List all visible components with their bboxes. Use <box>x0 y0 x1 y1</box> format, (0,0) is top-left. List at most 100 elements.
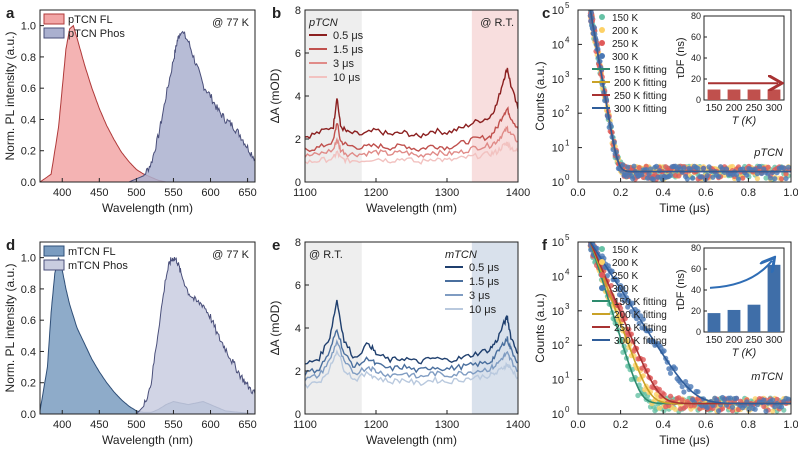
sample-label: mTCN <box>751 371 783 383</box>
x-tick-label: 450 <box>90 419 108 431</box>
inset-chart: 150 200 250 300 0 20 40 60 80 T (K) τDF (ns) <box>675 243 785 359</box>
inset-y-tick-label: 60 <box>691 32 701 42</box>
legend-label: 300 K fitting <box>614 336 667 347</box>
y-tick-label: 10 <box>552 409 564 421</box>
x-tick-label: 0.8 <box>741 187 756 199</box>
data-point <box>636 320 642 326</box>
x-tick-label: 0.6 <box>698 187 713 199</box>
series-line <box>305 106 518 153</box>
inset-y-tick-label: 20 <box>691 306 701 316</box>
data-point <box>785 164 791 170</box>
series-area <box>136 257 255 414</box>
x-tick-label: 0.2 <box>613 187 628 199</box>
y-tick-label: 10 <box>552 39 564 51</box>
data-point <box>752 406 758 412</box>
data-point <box>653 163 660 169</box>
y-axis-label: ΔA (mOD) <box>268 301 282 356</box>
shaded-region <box>305 242 362 414</box>
inset-y-tick-label: 40 <box>691 285 701 295</box>
x-tick-label: 450 <box>90 187 108 199</box>
inset-x-axis-label: T (K) <box>732 347 757 359</box>
fit-line <box>589 242 791 405</box>
fit-line <box>589 10 791 173</box>
inset-bar <box>767 89 781 100</box>
y-tick-label: 10 <box>552 74 564 86</box>
y-tick-label: 8 <box>295 5 301 17</box>
inset-bar <box>707 89 721 100</box>
legend-label: 1.5 μs <box>469 276 500 288</box>
y-tick-label: 2 <box>295 134 301 146</box>
legend-marker <box>599 53 605 59</box>
data-point <box>679 397 685 403</box>
axes-frame <box>577 9 792 183</box>
data-point <box>706 164 712 170</box>
plot-area <box>305 242 518 414</box>
data-point <box>635 392 641 399</box>
y-tick-label: 10 <box>552 306 564 318</box>
series-line <box>305 141 518 165</box>
series-area <box>128 30 255 182</box>
data-point <box>774 396 780 402</box>
x-tick-label: 1100 <box>293 419 317 431</box>
data-point <box>761 397 767 403</box>
data-point <box>588 4 593 9</box>
legend-label: 0.5 μs <box>333 30 364 42</box>
series-line <box>305 328 518 376</box>
y-tick-label: 10 <box>552 375 564 387</box>
y-axis-label: Counts (a.u.) <box>533 293 547 362</box>
data-point <box>746 406 752 412</box>
data-point <box>765 164 771 170</box>
x-axis-label: Wavelength (nm) <box>366 201 457 215</box>
plot-area <box>40 257 255 414</box>
panel-b: b 1100 1200 1300 1400 0 2 4 6 8 Wavelength (nm) ΔA … <box>268 5 530 215</box>
series-line <box>305 67 518 140</box>
inset-bar <box>727 89 741 100</box>
legend-swatch <box>43 27 65 39</box>
y-tick-exponent: 1 <box>565 371 570 380</box>
data-point <box>623 174 630 180</box>
legend-label: 150 K <box>612 13 638 24</box>
legend-label: 150 K <box>612 245 638 256</box>
legend-label: 3 μs <box>469 290 491 302</box>
panel-d: d 400 450 500 550 600 650 0.0 0.2 0.4 0.6 0.8 1.0 Wav… <box>3 237 257 447</box>
legend-marker <box>599 14 605 20</box>
x-axis-label: Time (μs) <box>659 433 709 447</box>
axes-frame <box>39 9 256 183</box>
data-point <box>729 163 736 170</box>
inset-chart: 150 200 250 300 0 20 40 60 80 T (K) τDF (ns) <box>675 11 785 127</box>
y-tick-exponent: 3 <box>565 302 570 311</box>
data-point <box>723 166 730 172</box>
data-point <box>683 404 689 410</box>
data-point <box>704 173 710 179</box>
legend-label: 3 μs <box>333 58 355 70</box>
inset-bar <box>767 264 781 332</box>
y-tick-label: 1.0 <box>21 21 36 33</box>
panel-letter: c <box>542 5 550 22</box>
y-tick-label: 0.8 <box>21 284 36 296</box>
inset-x-tick-label: 300 <box>766 103 783 114</box>
data-point <box>754 176 761 182</box>
inset-y-axis-label: τDF (ns) <box>675 37 687 78</box>
y-tick-label: 0.6 <box>21 315 36 327</box>
plot-area <box>305 10 518 182</box>
y-tick-label: 0.0 <box>21 409 36 421</box>
sample-label: mTCN <box>445 249 477 261</box>
panel-letter: b <box>272 5 281 22</box>
sample-label: pTCN <box>753 147 783 159</box>
inset-y-tick-label: 40 <box>691 53 701 63</box>
series-line <box>305 349 518 389</box>
y-tick-exponent: 4 <box>565 35 570 44</box>
y-tick-exponent: 3 <box>565 70 570 79</box>
x-tick-label: 550 <box>164 187 182 199</box>
data-point <box>733 172 740 178</box>
y-tick-exponent: 4 <box>565 267 570 276</box>
legend-label: 150 K fitting <box>614 65 667 76</box>
inset-bar <box>747 89 761 100</box>
annotation: @ R.T. <box>309 249 343 261</box>
x-tick-label: 600 <box>201 187 219 199</box>
y-axis-label: Norm. PL intensity (a.u.) <box>3 32 17 161</box>
inset-y-axis-label: τDF (ns) <box>675 269 687 310</box>
x-tick-label: 1200 <box>364 419 388 431</box>
data-point <box>688 384 694 390</box>
